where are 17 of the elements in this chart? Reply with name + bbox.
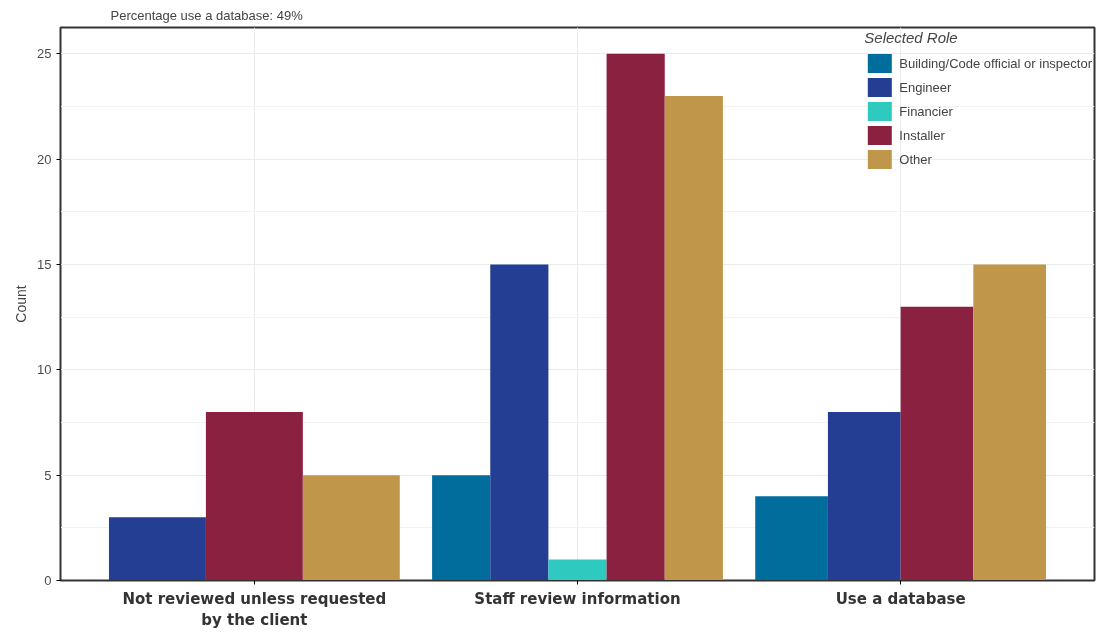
legend-label: Other xyxy=(899,151,932,167)
y-axis-title: Count xyxy=(13,285,30,323)
y-tick-label: 20 xyxy=(37,151,52,167)
legend-title: Selected Role xyxy=(864,29,959,46)
legend-label: Financier xyxy=(899,103,953,119)
y-tick-label: 0 xyxy=(44,573,52,588)
chart-subtitle: Percentage use a database: 49% xyxy=(110,7,304,23)
y-tick-label: 10 xyxy=(37,362,52,378)
legend-label: Engineer xyxy=(899,79,952,95)
x-tick-label: Not reviewed unless requested by the client xyxy=(122,589,387,630)
y-tick-label: 5 xyxy=(44,467,52,483)
x-tick-label: Staff review information xyxy=(474,589,681,608)
x-tick-label: Use a database xyxy=(835,589,966,608)
legend-label: Building/Code official or inspector xyxy=(899,55,1092,71)
legend-label: Installer xyxy=(899,127,945,143)
y-tick-label: 15 xyxy=(37,257,52,272)
y-tick-label: 25 xyxy=(37,46,52,62)
